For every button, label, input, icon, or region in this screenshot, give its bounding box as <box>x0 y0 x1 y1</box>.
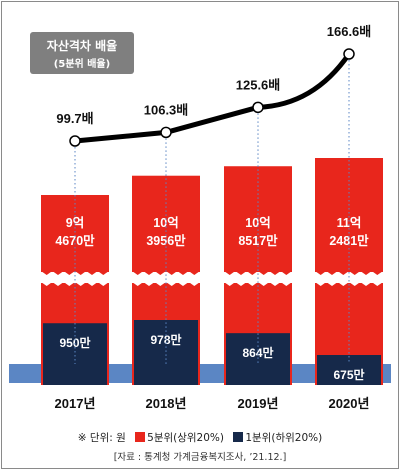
unit-note: ※ 단위: 원 <box>77 432 126 444</box>
bar-break-gap <box>132 277 200 286</box>
chart-title: 자산격차 배율 <box>46 39 118 53</box>
bar-top20-label-eok: 10억 <box>245 216 270 230</box>
x-tick-label: 2017년 <box>55 396 96 411</box>
ratio-label: 166.6배 <box>327 24 372 39</box>
legend: ※ 단위: 원 5분위(상위20%) 1분위(하위20%) <box>2 430 398 445</box>
x-tick-label: 2019년 <box>238 396 279 411</box>
bar-break-gap <box>41 277 109 286</box>
bar-bottom20-label: 950만 <box>59 335 90 350</box>
bar-break-edge <box>132 215 200 275</box>
bar-bottom20 <box>134 320 198 385</box>
ratio-point <box>252 101 264 114</box>
ratio-label: 125.6배 <box>236 77 281 92</box>
legend-label-top20: 5분위(상위20%) <box>147 432 224 444</box>
bar-top20-label-man: 3956만 <box>146 233 186 248</box>
bar-top20-label-eok: 11억 <box>337 216 362 230</box>
ratio-point <box>69 135 81 147</box>
bar-bottom20 <box>43 323 107 385</box>
legend-label-bottom20: 1분위(하위20%) <box>245 432 323 444</box>
title-badge: 자산격차 배율 (5분위 배율) <box>30 32 134 74</box>
ratio-label: 106.3배 <box>144 102 189 117</box>
source-note: [자료 : 통계청 가계금융복지조사, ’21.12.] <box>113 452 287 463</box>
ratio-point <box>160 126 172 139</box>
chart-subtitle: (5분위 배율) <box>53 59 111 70</box>
legend-swatch-top20 <box>135 432 146 442</box>
x-tick-label: 2020년 <box>329 396 370 411</box>
bar-break-edge <box>224 206 292 275</box>
ratio-point <box>343 48 355 60</box>
bar-bottom20-label: 675만 <box>333 367 364 382</box>
x-tick-label: 2018년 <box>146 396 187 411</box>
ratio-label: 99.7배 <box>56 111 93 126</box>
bar-top20-label-man: 8517만 <box>238 233 278 248</box>
bar-bottom20-label: 864만 <box>242 345 273 360</box>
legend-swatch-bottom20 <box>233 432 244 442</box>
